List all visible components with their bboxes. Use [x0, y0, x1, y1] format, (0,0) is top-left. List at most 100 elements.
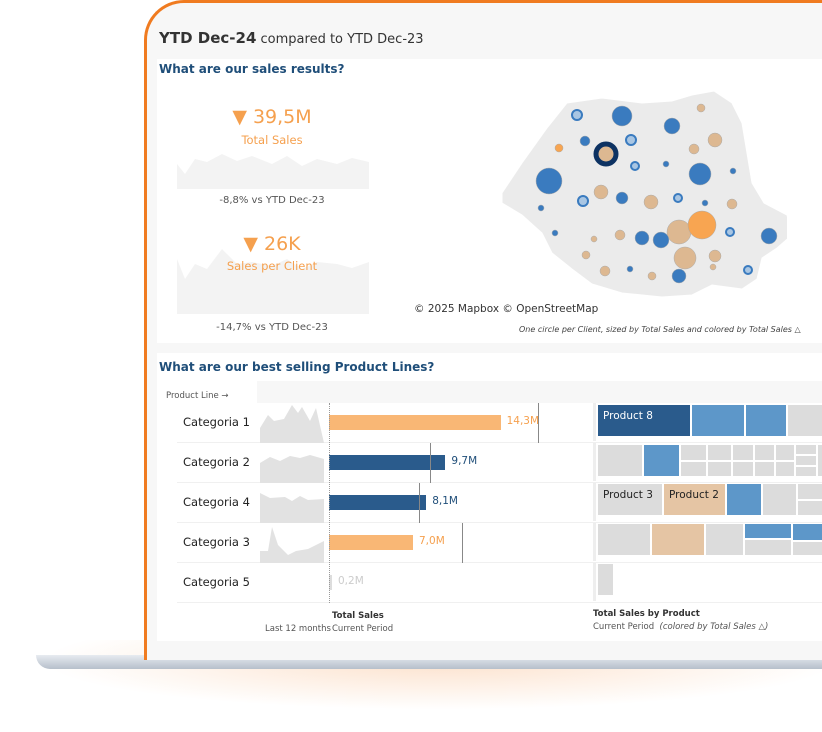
client-circle[interactable]	[663, 117, 681, 135]
treemap-cell[interactable]	[726, 483, 762, 516]
client-circle[interactable]	[535, 167, 563, 195]
treemap-cell[interactable]	[643, 444, 680, 477]
category-label[interactable]: Categoria 4	[183, 495, 250, 509]
treemap-cell[interactable]	[787, 404, 822, 437]
treemap-cell[interactable]	[797, 500, 822, 516]
client-circle[interactable]	[537, 204, 545, 212]
client-circle[interactable]	[634, 230, 650, 246]
client-circle[interactable]	[673, 193, 683, 203]
treemap-cell[interactable]	[732, 461, 754, 477]
client-circle[interactable]	[625, 134, 637, 146]
treemap-cell[interactable]	[651, 523, 705, 556]
client-circle[interactable]	[599, 265, 611, 277]
client-circle[interactable]	[696, 103, 706, 113]
treemap-cell[interactable]	[762, 483, 797, 516]
client-circle[interactable]	[709, 263, 717, 271]
client-circle[interactable]	[652, 231, 670, 249]
sales-bar[interactable]	[329, 495, 427, 510]
treemap-product-8[interactable]: Product 8	[597, 404, 691, 437]
treemap-cell[interactable]	[680, 461, 707, 477]
client-circle[interactable]	[614, 229, 626, 241]
client-circle[interactable]	[729, 167, 737, 175]
treemap-cell[interactable]	[597, 444, 643, 477]
sales-results-panel: What are our sales results? ▼ 39,5M Tota…	[157, 59, 822, 343]
client-circle[interactable]	[571, 109, 583, 121]
period-title: YTD Dec-24	[159, 29, 257, 47]
client-circle[interactable]	[662, 160, 670, 168]
treemap-cell[interactable]	[707, 444, 732, 461]
treemap-cell[interactable]	[707, 461, 732, 477]
treemap-cell[interactable]	[597, 563, 614, 596]
client-circle[interactable]	[673, 246, 697, 270]
client-circle[interactable]	[577, 195, 589, 207]
client-circle[interactable]	[611, 105, 633, 127]
treemap-product-3[interactable]: Product 3	[597, 483, 663, 516]
client-circle[interactable]	[643, 194, 659, 210]
map-attribution[interactable]: © 2025 Mapbox © OpenStreetMap	[414, 303, 599, 315]
bar-axis-zero	[329, 403, 330, 603]
treemap-cell[interactable]	[795, 444, 817, 455]
client-circle[interactable]	[701, 199, 709, 207]
sales-per-client-value: ▼ 26K	[243, 233, 301, 255]
client-circle[interactable]	[581, 250, 591, 260]
selected-client-circle[interactable]	[593, 141, 619, 167]
category-label[interactable]: Categoria 3	[183, 535, 250, 549]
treemap-cell[interactable]	[795, 466, 817, 477]
category-label[interactable]: Categoria 5	[183, 575, 250, 589]
client-circle[interactable]	[666, 219, 692, 245]
sales-bar[interactable]	[329, 575, 332, 590]
product-lines-title: What are our best selling Product Lines?	[159, 360, 435, 374]
client-circle[interactable]	[725, 227, 735, 237]
client-map[interactable]	[487, 83, 787, 303]
client-circle[interactable]	[726, 198, 738, 210]
treemap-cell[interactable]	[745, 404, 787, 437]
client-circle[interactable]	[554, 143, 564, 153]
treemap-cell[interactable]	[744, 539, 792, 556]
treemap-cell[interactable]	[775, 461, 795, 477]
treemap-cell[interactable]	[817, 444, 822, 477]
client-circle[interactable]	[687, 210, 717, 240]
client-circle[interactable]	[615, 191, 629, 205]
treemap-cell[interactable]	[792, 541, 822, 556]
sales-bar[interactable]	[329, 415, 501, 430]
client-circle[interactable]	[590, 235, 598, 243]
treemap-cell[interactable]	[754, 444, 775, 461]
treemap-cell[interactable]	[792, 523, 822, 541]
treemap-product-2[interactable]: Product 2	[663, 483, 726, 516]
category-label[interactable]: Categoria 1	[183, 415, 250, 429]
client-circle[interactable]	[626, 265, 634, 273]
client-circle[interactable]	[688, 143, 700, 155]
treemap-cell[interactable]	[680, 444, 707, 461]
client-circle[interactable]	[671, 268, 687, 284]
sales-bar[interactable]	[329, 535, 413, 550]
prior-period-reference-line	[429, 443, 431, 483]
client-circle[interactable]	[630, 161, 640, 171]
treemap-cell[interactable]	[797, 483, 822, 500]
treemap-cell[interactable]	[597, 523, 651, 556]
treemap-cell[interactable]	[795, 455, 817, 466]
total-sales-label: Total Sales	[241, 133, 303, 147]
client-circle[interactable]	[647, 271, 657, 281]
category-label[interactable]: Categoria 2	[183, 455, 250, 469]
client-circle[interactable]	[551, 229, 559, 237]
compare-text: compared to YTD Dec-23	[260, 32, 424, 47]
client-circle[interactable]	[760, 227, 778, 245]
sales-bar[interactable]	[329, 455, 446, 470]
client-circle[interactable]	[743, 265, 753, 275]
treemap-cell[interactable]	[754, 461, 775, 477]
client-circle[interactable]	[708, 249, 722, 263]
client-circle[interactable]	[707, 132, 723, 148]
product-line-header[interactable]: Product Line →	[166, 391, 229, 401]
treemap-cell[interactable]	[691, 404, 745, 437]
treemap-row-bg	[593, 403, 596, 441]
treemap-cell[interactable]	[705, 523, 744, 556]
treemap-cell[interactable]	[732, 444, 754, 461]
sales-per-client-sparkline	[177, 249, 369, 314]
client-circle[interactable]	[593, 184, 609, 200]
treemap-cell[interactable]	[775, 444, 795, 461]
map-caption: One circle per Client, sized by Total Sa…	[519, 325, 801, 334]
client-circle[interactable]	[579, 135, 591, 147]
client-circle[interactable]	[688, 162, 712, 186]
treemap-cell[interactable]	[744, 523, 792, 539]
country-shape	[501, 90, 787, 298]
